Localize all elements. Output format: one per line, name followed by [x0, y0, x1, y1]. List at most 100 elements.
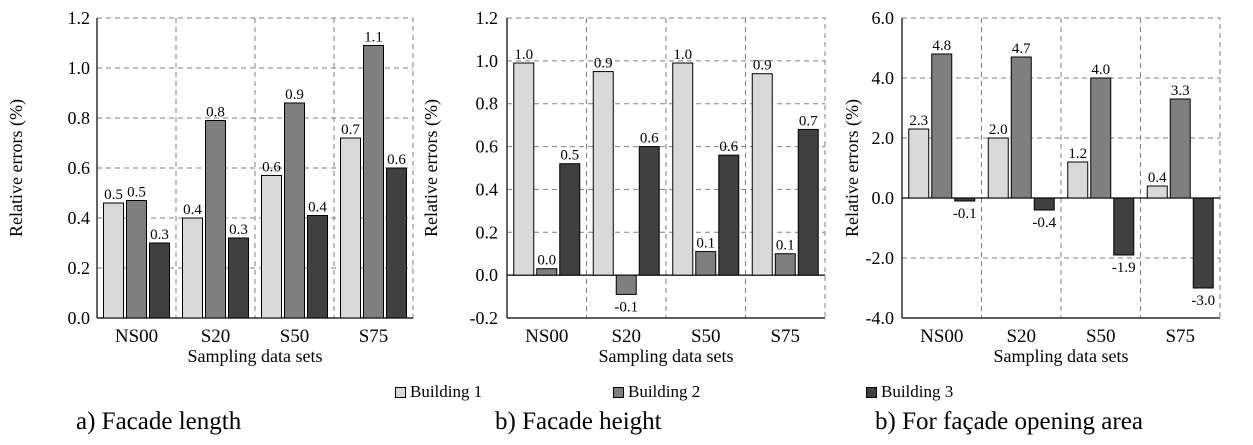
- chart-1-data-label: 1.1: [364, 30, 383, 46]
- chart-1-data-label: 0.8: [206, 105, 225, 121]
- chart-2-x-tick-label: S20: [611, 326, 641, 347]
- chart-3-bar: [987, 137, 1009, 199]
- chart-3-bar: [954, 197, 976, 202]
- chart-2-data-label: 0.7: [799, 113, 818, 129]
- chart-3-bar: [931, 53, 953, 199]
- chart-1-bar: [284, 102, 305, 319]
- chart-1-bar: [103, 202, 124, 319]
- chart-1-bar: [228, 237, 249, 319]
- chart-2-y-tick-label: 0.6: [476, 137, 499, 157]
- chart-2-x-tick-label: S75: [770, 326, 800, 347]
- chart-2-x-tick-label: S50: [691, 326, 721, 347]
- chart-3-bar: [1033, 197, 1055, 211]
- chart-3-data-label: 1.2: [1068, 146, 1087, 162]
- chart-2-x-tick-label: NS00: [525, 326, 568, 347]
- chart-3-x-axis-title: Sampling data sets: [994, 346, 1129, 366]
- legend-label-building-3: Building 3: [881, 382, 954, 401]
- chart-1-y-tick-label: 0.4: [68, 208, 91, 228]
- chart-2-bar: [751, 73, 773, 276]
- chart-3-bar: [1169, 98, 1191, 199]
- chart-2-y-tick-label: -0.2: [470, 308, 499, 328]
- chart-2-bar: [615, 274, 637, 295]
- caption-b: b) Facade height: [495, 408, 662, 435]
- chart-3-y-tick-label: 6.0: [872, 8, 895, 28]
- chart-1-y-tick-label: 0.6: [68, 158, 91, 178]
- chart-3-data-label: 0.4: [1148, 170, 1167, 186]
- chart-3-data-label: 4.0: [1091, 62, 1110, 78]
- legend-swatch-building-2: [613, 386, 624, 398]
- chart-3-data-label: -0.1: [953, 206, 977, 222]
- chart-3-bar: [1010, 56, 1032, 199]
- chart-3-y-axis-title: Relative errors (%): [842, 99, 863, 237]
- chart-1-bar: [340, 137, 361, 319]
- chart-1-y-axis-title: Relative errors (%): [6, 99, 27, 237]
- chart-2-bar: [559, 163, 581, 276]
- chart-2-bar: [774, 253, 796, 276]
- chart-3-data-label: 2.0: [989, 122, 1008, 138]
- chart-3-bar: [908, 128, 930, 199]
- chart-2-y-tick-label: 0.2: [476, 222, 499, 242]
- chart-1-y-tick-label: 0.0: [68, 308, 91, 328]
- chart-1-x-tick-label: S75: [359, 326, 389, 347]
- chart-1-data-label: 0.6: [387, 152, 406, 168]
- chart-2-data-label: -0.1: [614, 299, 638, 315]
- chart-1-y-tick-label: 0.8: [68, 108, 91, 128]
- caption-c: b) For façade opening area: [875, 408, 1143, 435]
- chart-3-bar: [1146, 185, 1168, 199]
- legend-swatch-building-3: [866, 386, 877, 398]
- chart-2-x-axis-title: Sampling data sets: [599, 346, 734, 366]
- chart-3-data-label: 4.8: [932, 38, 951, 54]
- chart-3-bar: [1113, 197, 1135, 256]
- chart-2-data-label: 0.1: [776, 238, 795, 254]
- legend-swatch-building-1: [395, 386, 406, 398]
- chart-2-bar: [592, 71, 614, 276]
- chart-1-bar: [149, 242, 170, 319]
- chart-2-data-label: 0.6: [719, 139, 738, 155]
- legend-building-1: Building 1: [395, 382, 482, 402]
- chart-1-y-tick-label: 0.2: [68, 258, 91, 278]
- chart-1-bar: [386, 167, 407, 319]
- chart-1-bar: [182, 217, 203, 319]
- chart-2-data-label: 0.1: [696, 236, 715, 252]
- chart-3-bar: [1090, 77, 1112, 199]
- chart-1-data-label: 0.7: [341, 122, 360, 138]
- chart-3-y-tick-label: 4.0: [872, 68, 895, 88]
- chart-3-data-label: -3.0: [1191, 293, 1215, 309]
- chart-3-y-tick-label: -4.0: [866, 308, 895, 328]
- legend-label-building-2: Building 2: [628, 382, 701, 401]
- chart-2-data-label: 0.9: [594, 56, 613, 72]
- chart-2-bar: [638, 146, 660, 276]
- chart-2-data-label: 1.0: [514, 47, 533, 63]
- chart-2-y-tick-label: 0.4: [476, 179, 499, 199]
- chart-3-y-tick-label: 0.0: [872, 188, 895, 208]
- chart-3-x-tick-label: NS00: [920, 326, 963, 347]
- chart-1-bar: [261, 175, 282, 319]
- chart-2-bar: [797, 128, 819, 276]
- chart-2-bar: [718, 154, 740, 276]
- chart-2-data-label: 1.0: [673, 47, 692, 63]
- chart-2-y-axis-title: Relative errors (%): [421, 99, 442, 237]
- chart-1-y-tick-label: 1.0: [68, 58, 91, 78]
- chart-1-data-label: 0.5: [127, 185, 146, 201]
- chart-3-data-label: 2.3: [909, 113, 928, 129]
- chart-3-data-label: 3.3: [1171, 83, 1190, 99]
- chart-1-x-axis-title: Sampling data sets: [188, 346, 323, 366]
- chart-1-data-label: 0.9: [285, 87, 304, 103]
- chart-3-y-tick-label: 2.0: [872, 128, 895, 148]
- chart-2-y-tick-label: 1.0: [476, 51, 499, 71]
- chart-3-bar: [1192, 197, 1214, 289]
- chart-2-y-tick-label: 0.8: [476, 94, 499, 114]
- chart-3-x-tick-label: S50: [1086, 326, 1116, 347]
- chart-1-bar: [307, 215, 328, 319]
- chart-1-data-label: 0.4: [308, 200, 327, 216]
- legend-label-building-1: Building 1: [410, 382, 483, 401]
- chart-1-bar: [205, 120, 226, 319]
- chart-2-data-label: 0.6: [640, 131, 659, 147]
- chart-1-y-tick-label: 1.2: [68, 8, 91, 28]
- chart-3-x-tick-label: S20: [1006, 326, 1036, 347]
- chart-1-bar: [363, 45, 384, 319]
- chart-1-x-tick-label: S50: [280, 326, 310, 347]
- chart-2-bar: [536, 268, 558, 276]
- chart-2-bar: [695, 251, 717, 276]
- chart-2-bar: [513, 62, 535, 276]
